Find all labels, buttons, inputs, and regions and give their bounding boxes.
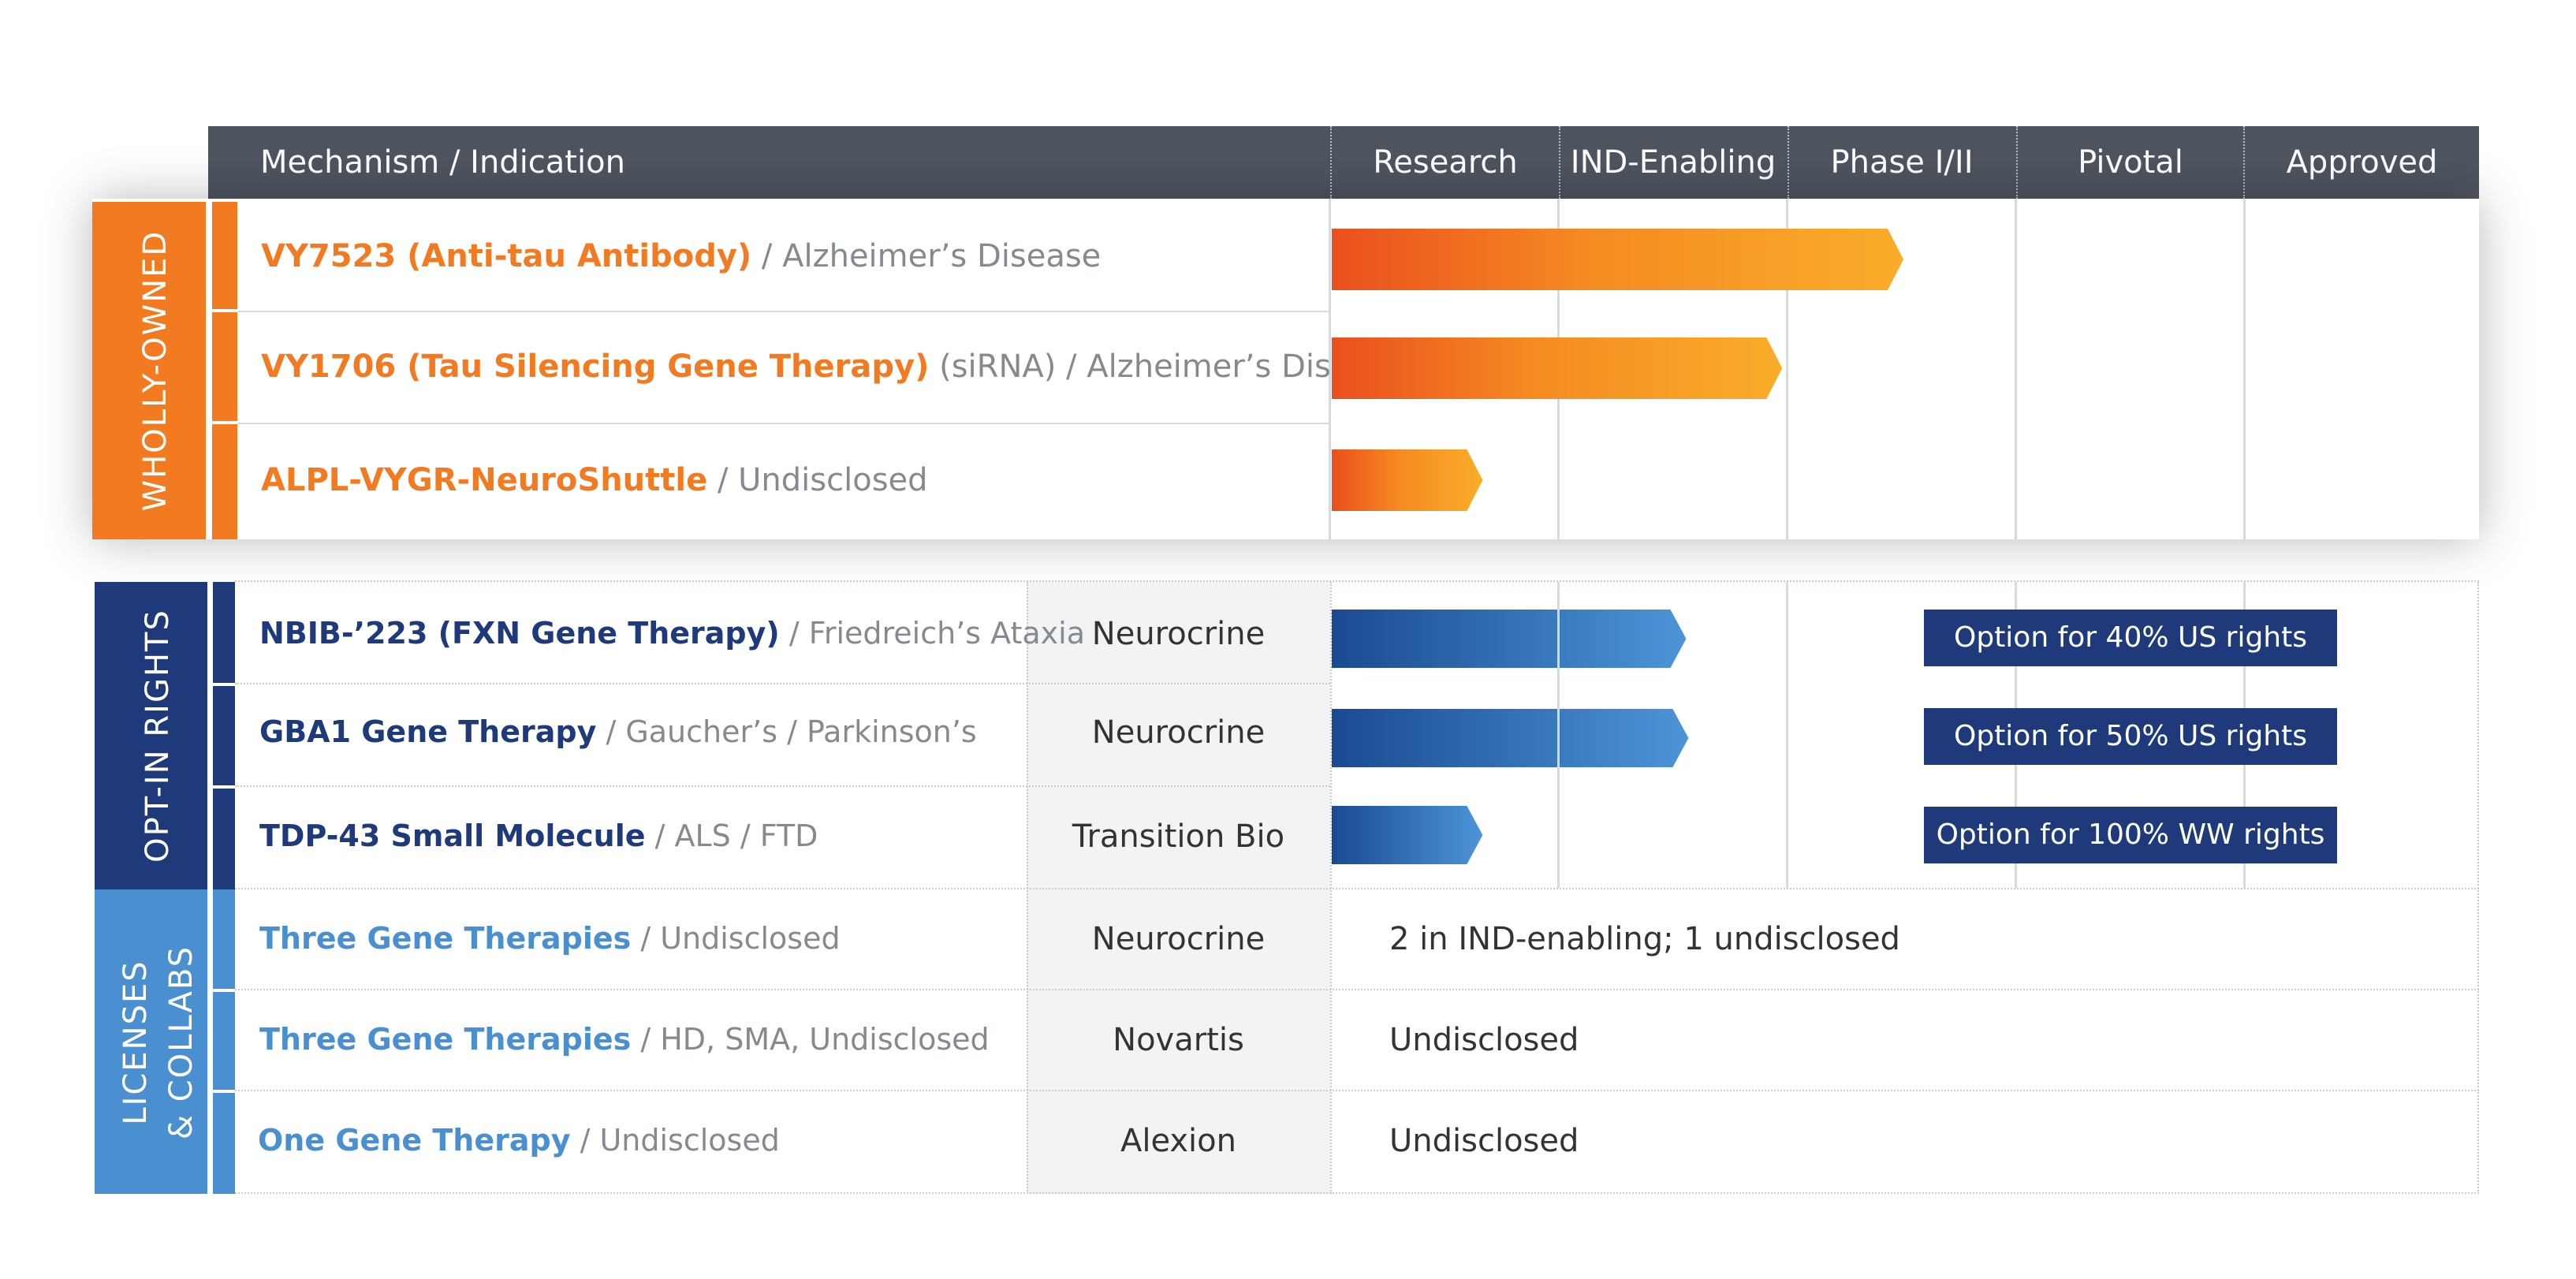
header-divider [1788, 126, 1789, 199]
header-divider [2243, 126, 2245, 199]
partner-name: Neurocrine [1091, 921, 1266, 957]
phase-research: Research [1373, 144, 1518, 181]
program-nbib-223: NBIB-’223 (FXN Gene Therapy) / Friedreic… [259, 616, 1085, 651]
column-divider [2477, 582, 2479, 1194]
row-marker-divider [213, 989, 235, 992]
row-divider [235, 580, 2479, 582]
table-header [208, 126, 2479, 199]
program-vy1706: VY1706 (Tau Silencing Gene Therapy) (siR… [261, 349, 1405, 385]
header-title: Mechanism / Indication [260, 144, 625, 181]
row-divider [235, 683, 1330, 684]
row-divider [235, 1090, 2479, 1091]
program-name: VY7523 (Anti-tau Antibody) [261, 238, 752, 274]
program-indication: / Undisclosed [631, 921, 841, 956]
row-divider [237, 423, 1330, 424]
opt-in-row-markers [213, 582, 235, 889]
row-marker-divider [213, 683, 235, 686]
partner-name: Neurocrine [1091, 616, 1266, 652]
program-status: Undisclosed [1389, 1123, 1579, 1159]
header-divider [1559, 126, 1560, 199]
licenses-tab [95, 889, 207, 1194]
row-marker-divider [212, 309, 237, 312]
phase-ind-enabling: IND-Enabling [1570, 144, 1776, 181]
phase-pivotal: Pivotal [2078, 144, 2183, 181]
wholly-owned-panel [92, 199, 2479, 539]
partner-name: Transition Bio [1072, 818, 1285, 855]
progress-bar-orange [1332, 337, 1783, 399]
section-label-line: & COLLABS [163, 945, 199, 1140]
program-indication: / Friedreich’s Ataxia [779, 616, 1086, 651]
section-label-line: LICENSES [117, 960, 154, 1125]
program-three-gene-novartis: Three Gene Therapies / HD, SMA, Undisclo… [259, 1022, 990, 1057]
program-name: Three Gene Therapies [259, 921, 632, 956]
partner-name: Novartis [1113, 1022, 1244, 1058]
phase-1-2: Phase I/II [1830, 144, 1974, 181]
option-badge: Option for 50% US rights [1924, 708, 2337, 765]
column-divider [1027, 582, 1028, 1194]
progress-bar-blue [1332, 709, 1689, 767]
program-indication: / HD, SMA, Undisclosed [631, 1022, 990, 1057]
column-divider [2015, 199, 2017, 539]
column-divider [1786, 582, 1788, 888]
row-marker-divider [213, 785, 235, 789]
licenses-row-markers [213, 889, 235, 1194]
row-divider [235, 888, 2479, 889]
program-name: Three Gene Therapies [259, 1022, 632, 1057]
partner-name: Neurocrine [1091, 714, 1266, 751]
program-indication: / Undisclosed [707, 462, 928, 498]
progress-bar-orange [1332, 449, 1483, 511]
row-divider [235, 785, 1330, 787]
program-status: 2 in IND-enabling; 1 undisclosed [1389, 921, 1900, 957]
program-indication: / Undisclosed [570, 1123, 780, 1158]
progress-bar-blue [1332, 806, 1483, 864]
column-divider [1557, 582, 1560, 888]
program-indication: (siRNA) / Alzheimer’s Disease [929, 349, 1406, 385]
column-divider [1786, 199, 1788, 539]
header-divider [1330, 126, 1332, 199]
program-indication: / ALS / FTD [645, 818, 818, 853]
row-divider [235, 1192, 2479, 1194]
program-name: GBA1 Gene Therapy [259, 714, 597, 749]
column-divider [2243, 199, 2246, 539]
program-vy7523: VY7523 (Anti-tau Antibody) / Alzheimer’s… [261, 238, 1101, 274]
section-label-opt-in: OPT-IN RIGHTS [140, 609, 176, 863]
column-divider [1330, 582, 1332, 1194]
program-one-gene-alexion: One Gene Therapy / Undisclosed [258, 1123, 780, 1158]
phase-approved: Approved [2286, 144, 2438, 181]
program-name: TDP-43 Small Molecule [259, 818, 646, 853]
wholly-owned-tab [92, 202, 206, 539]
program-three-gene-neurocrine: Three Gene Therapies / Undisclosed [259, 921, 841, 956]
opt-in-tab [95, 582, 207, 889]
wholly-owned-row-markers [212, 202, 237, 539]
program-name: One Gene Therapy [258, 1123, 571, 1158]
header-divider [2016, 126, 2018, 199]
option-badge: Option for 40% US rights [1924, 610, 2337, 666]
program-indication: / Alzheimer’s Disease [751, 238, 1102, 274]
program-alpl-vygr: ALPL-VYGR-NeuroShuttle / Undisclosed [261, 462, 928, 498]
program-name: VY1706 (Tau Silencing Gene Therapy) [261, 349, 930, 385]
row-divider [237, 311, 1330, 312]
program-status: Undisclosed [1389, 1022, 1579, 1058]
progress-bar-orange [1332, 229, 1903, 290]
partner-name: Alexion [1120, 1123, 1236, 1159]
row-marker-divider [213, 1090, 235, 1093]
section-label-licenses: LICENSES & COLLABS [113, 945, 204, 1139]
program-gba1: GBA1 Gene Therapy / Gaucher’s / Parkinso… [259, 714, 977, 749]
column-divider [1329, 199, 1331, 539]
row-divider [235, 989, 2479, 990]
row-marker-divider [212, 421, 237, 424]
program-name: NBIB-’223 (FXN Gene Therapy) [259, 616, 780, 651]
progress-bar-blue [1332, 610, 1687, 668]
option-badge: Option for 100% WW rights [1924, 807, 2337, 863]
program-name: ALPL-VYGR-NeuroShuttle [261, 462, 708, 498]
program-indication: / Gaucher’s / Parkinson’s [596, 714, 977, 749]
program-tdp-43: TDP-43 Small Molecule / ALS / FTD [259, 818, 818, 853]
